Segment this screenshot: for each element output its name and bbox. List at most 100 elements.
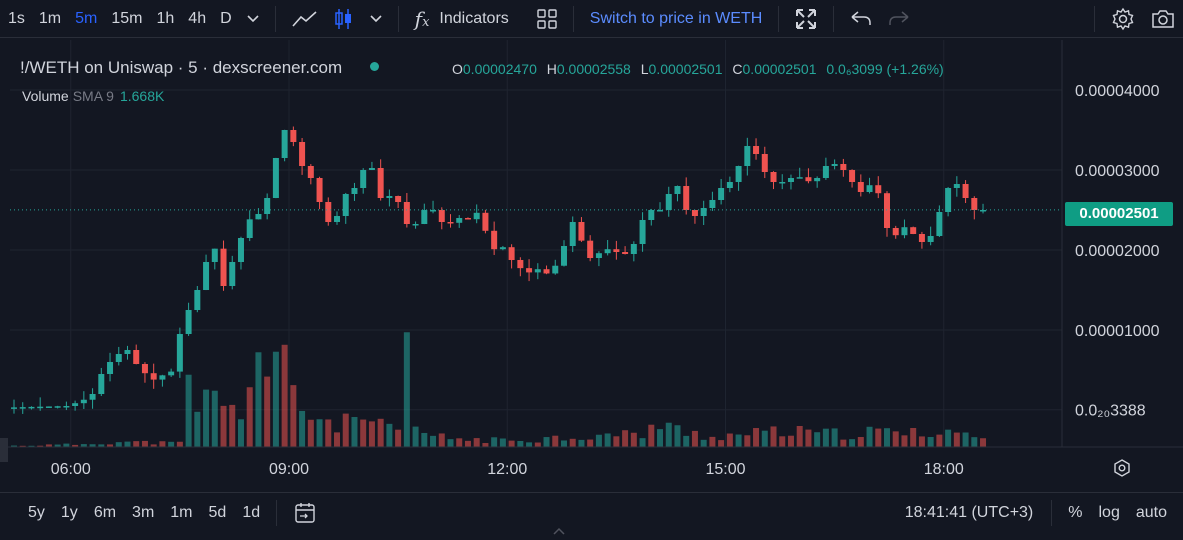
volume-bar [473,438,480,447]
range-3m[interactable]: 3m [132,503,155,521]
candle-body [482,212,489,231]
clock-time[interactable]: 18:41:41 (UTC+3) [904,504,1034,521]
percent-scale-toggle[interactable]: % [1068,504,1083,521]
chart-type-chevron-icon[interactable] [362,14,390,23]
volume-bar [115,442,122,447]
go-to-date-calendar-icon[interactable] [285,501,325,525]
market-status-dot [370,62,380,72]
volume-bar [918,436,925,447]
range-5d[interactable]: 5d [208,503,227,521]
range-6m[interactable]: 6m [93,503,117,521]
left-edge-handle[interactable] [0,438,8,462]
layout-grid-icon[interactable] [529,8,565,29]
toolbar-right [1086,0,1183,38]
volume-bars [11,332,987,447]
auto-scale-toggle[interactable]: auto [1135,504,1167,521]
candle-body [377,168,384,198]
grid [10,40,1062,447]
volume-bar [814,432,821,447]
volume-label: Volume [22,88,69,104]
candle-body [403,202,410,224]
open-key: O [452,61,463,77]
candle-body [857,182,864,192]
candle-body [971,198,978,210]
volume-bar [325,419,332,447]
price-chart[interactable]: 0.00004000 0.00003000 0.00002000 0.00001000… [0,0,1183,493]
candle-body [220,248,227,286]
volume-bar [910,428,917,447]
volume-bar [72,444,79,447]
candle-body [168,371,175,376]
timeframe-4h[interactable]: 4h [188,9,207,27]
candles-chart-icon[interactable] [326,8,362,30]
volume-bar [735,434,742,447]
candlesticks [11,126,987,414]
open-value: 0.00002470 [462,61,537,77]
range-5y[interactable]: 5y [28,503,45,521]
volume-bar [569,438,576,447]
candle-body [875,185,882,194]
candle-body [526,268,533,273]
volume-bar [761,430,768,447]
volume-bar [37,445,44,447]
range-1d[interactable]: 1d [242,503,261,521]
candle-body [674,186,681,194]
candle-body [543,269,550,274]
pane-resize-handle-icon[interactable] [553,522,565,540]
volume-bar [840,439,847,447]
timeframe-1s[interactable]: 1s [8,9,25,27]
time-axis-settings-icon[interactable] [1112,458,1132,483]
volume-bar [168,441,175,447]
candle-body [98,374,105,394]
timeframe-dropdown-chevron-icon[interactable] [239,14,267,23]
candle-body [578,222,585,241]
candle-body [683,186,690,210]
settings-gear-icon[interactable] [1103,7,1143,31]
candle-body [368,168,375,170]
candle-body [491,230,498,250]
volume-bar [901,435,908,447]
candle-body [840,164,847,170]
candle-body [133,350,140,364]
timeframe-d[interactable]: D [220,9,232,27]
candle-body [980,210,987,212]
volume-bar [491,437,498,447]
timeframe-15m[interactable]: 15m [111,9,143,27]
candle-body [115,354,122,362]
candle-body [141,364,148,374]
candle-body [892,228,899,236]
candle-body [665,194,672,210]
candle-body [290,130,297,142]
candle-body [901,227,908,236]
volume-bar [787,435,794,447]
candle-body [587,240,594,258]
candle-body [953,184,960,188]
line-chart-icon[interactable] [284,10,326,28]
timeframe-5m[interactable]: 5m [75,9,98,27]
timeframe-1m[interactable]: 1m [38,9,62,27]
range-1m[interactable]: 1m [170,503,193,521]
candle-body [211,248,218,262]
candle-body [89,394,96,400]
volume-bar [11,445,17,447]
volume-bar [185,374,192,447]
indicators-button[interactable]: fx Indicators [407,7,517,31]
range-1y[interactable]: 1y [60,503,78,521]
candle-body [19,407,26,409]
volume-bar [578,439,585,447]
fullscreen-icon[interactable] [787,8,825,30]
volume-bar [229,404,236,447]
candle-body [360,170,367,188]
redo-icon[interactable] [880,10,918,27]
volume-bar [560,440,567,447]
log-scale-toggle[interactable]: log [1098,504,1120,521]
timeframe-1h[interactable]: 1h [156,9,175,27]
camera-snapshot-icon[interactable] [1143,8,1183,30]
candle-body [334,216,341,222]
candle-body [866,185,873,192]
switch-price-button[interactable]: Switch to price in WETH [589,9,763,27]
volume-bar [290,385,297,447]
undo-icon[interactable] [842,10,880,27]
volume-bar [264,376,271,447]
volume-bar [744,435,751,447]
